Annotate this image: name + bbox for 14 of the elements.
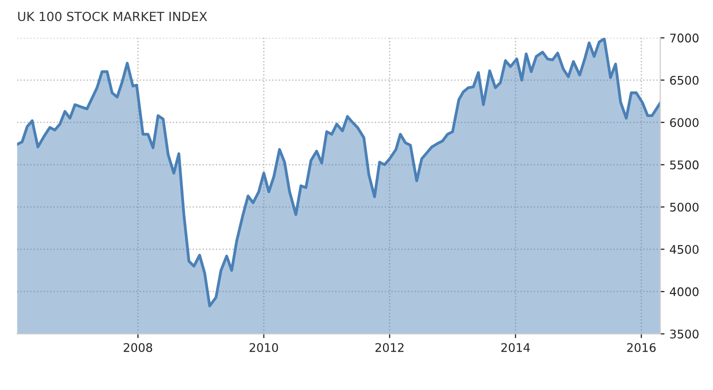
x-tick-label: 2016: [627, 343, 656, 352]
x-tick-label: 2008: [124, 343, 152, 352]
chart-title: UK 100 STOCK MARKET INDEX: [18, 12, 208, 22]
y-tick-label: 3500: [670, 330, 699, 338]
x-tick-label: 2014: [501, 343, 530, 352]
x-tick-label: 2012: [375, 343, 404, 352]
y-tick-label: 5500: [670, 160, 699, 170]
y-tick-label: 6000: [670, 118, 699, 128]
y-tick-label: 4500: [670, 244, 699, 254]
y-tick-label: 7000: [670, 34, 699, 42]
y-tick-label: 4000: [670, 287, 699, 296]
y-tick-label: 6500: [670, 76, 699, 85]
x-tick-label: 2010: [250, 343, 278, 352]
y-tick-label: 5000: [670, 202, 699, 212]
